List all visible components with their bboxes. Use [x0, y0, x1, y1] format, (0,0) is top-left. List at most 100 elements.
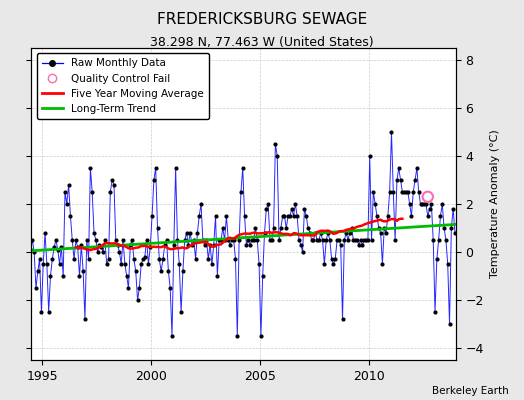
Point	[97, 244, 105, 250]
Point	[255, 261, 263, 267]
Point	[25, 256, 33, 262]
Point	[157, 268, 165, 274]
Point	[289, 213, 298, 219]
Point	[336, 242, 345, 248]
Point	[224, 237, 233, 243]
Point	[356, 237, 365, 243]
Point	[387, 129, 396, 135]
Point	[315, 237, 323, 243]
Point	[257, 333, 265, 339]
Point	[162, 237, 171, 243]
Point	[413, 165, 421, 171]
Point	[335, 237, 343, 243]
Point	[309, 237, 318, 243]
Point	[393, 177, 401, 183]
Point	[175, 261, 183, 267]
Point	[319, 237, 327, 243]
Point	[418, 201, 427, 207]
Point	[322, 237, 331, 243]
Point	[197, 201, 205, 207]
Point	[384, 213, 392, 219]
Point	[81, 316, 89, 322]
Point	[103, 261, 111, 267]
Point	[398, 189, 407, 195]
Point	[305, 230, 314, 236]
Point	[106, 189, 115, 195]
Point	[70, 256, 78, 262]
Point	[137, 261, 145, 267]
Point	[193, 230, 202, 236]
Point	[32, 285, 40, 291]
Point	[150, 177, 158, 183]
Point	[226, 242, 234, 248]
Point	[182, 230, 191, 236]
Point	[188, 242, 196, 248]
Point	[227, 237, 236, 243]
Point	[316, 230, 325, 236]
Point	[434, 237, 443, 243]
Point	[242, 242, 250, 248]
Point	[353, 237, 361, 243]
Point	[291, 201, 300, 207]
Point	[325, 237, 334, 243]
Point	[93, 249, 102, 255]
Point	[213, 273, 222, 279]
Point	[358, 242, 367, 248]
Point	[201, 242, 209, 248]
Point	[429, 237, 438, 243]
Point	[235, 237, 243, 243]
Point	[275, 237, 283, 243]
Point	[59, 273, 68, 279]
Point	[117, 261, 125, 267]
Point	[400, 189, 408, 195]
Point	[339, 316, 347, 322]
Point	[77, 242, 85, 248]
Point	[48, 256, 57, 262]
Point	[199, 237, 207, 243]
Point	[128, 237, 136, 243]
Point	[61, 189, 69, 195]
Point	[409, 189, 418, 195]
Point	[244, 237, 253, 243]
Point	[168, 333, 176, 339]
Point	[248, 237, 256, 243]
Point	[164, 268, 172, 274]
Point	[135, 285, 144, 291]
Point	[269, 225, 278, 231]
Point	[266, 237, 274, 243]
Point	[451, 230, 459, 236]
Point	[86, 165, 94, 171]
Point	[260, 230, 269, 236]
Point	[179, 268, 187, 274]
Point	[364, 237, 372, 243]
Point	[115, 249, 124, 255]
Point	[126, 242, 135, 248]
Point	[449, 206, 457, 212]
Point	[34, 268, 42, 274]
Point	[181, 237, 189, 243]
Point	[121, 261, 129, 267]
Point	[395, 165, 403, 171]
Point	[204, 256, 213, 262]
Point	[50, 244, 58, 250]
Point	[146, 244, 155, 250]
Point	[422, 201, 430, 207]
Point	[345, 230, 354, 236]
Point	[324, 230, 332, 236]
Point	[221, 237, 229, 243]
Point	[411, 177, 419, 183]
Point	[217, 237, 225, 243]
Point	[253, 237, 261, 243]
Point	[280, 213, 289, 219]
Point	[154, 225, 162, 231]
Point	[373, 213, 381, 219]
Point	[215, 237, 223, 243]
Point	[84, 256, 93, 262]
Point	[72, 237, 80, 243]
Point	[427, 201, 435, 207]
Point	[206, 242, 214, 248]
Point	[331, 256, 340, 262]
Point	[414, 189, 423, 195]
Point	[104, 256, 113, 262]
Point	[30, 249, 38, 255]
